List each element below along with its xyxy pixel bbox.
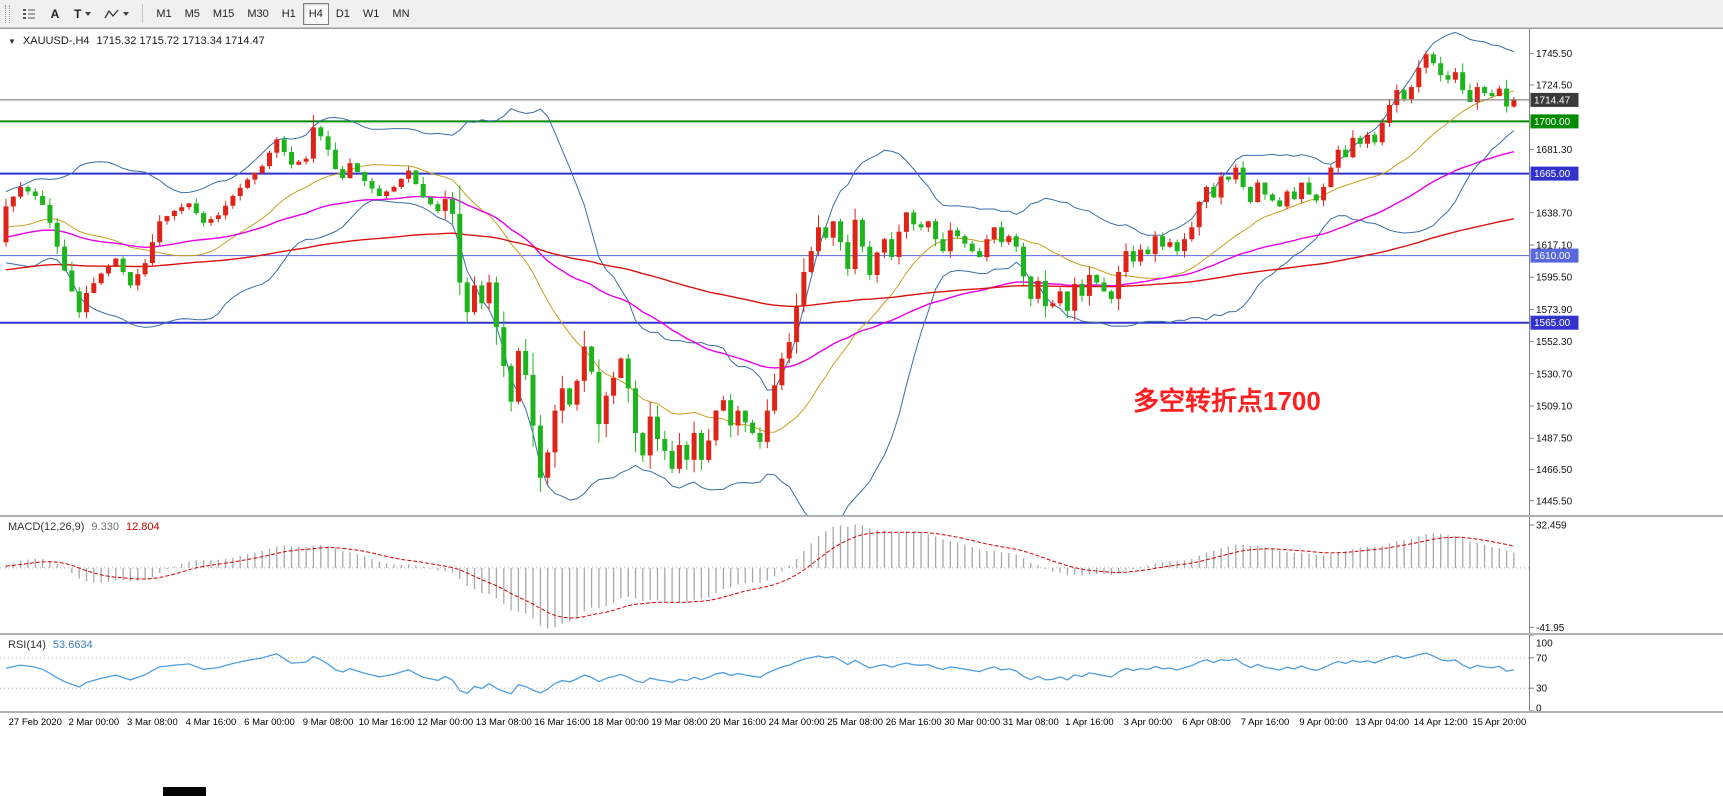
horizontal-level-lines[interactable] xyxy=(0,120,1530,324)
time-axis-label: 31 Mar 08:00 xyxy=(1002,717,1059,728)
time-axis-label: 13 Apr 04:00 xyxy=(1355,717,1410,728)
chart-window: 1745.50 1724.50 1681.30 1638.70 1617.10 1595.… xyxy=(0,28,1723,796)
rsi-value: 53.6634 xyxy=(52,639,93,651)
toolbar-grip[interactable] xyxy=(5,4,10,23)
timeframe-mn-button[interactable]: MN xyxy=(392,7,410,20)
toolbar-separator xyxy=(142,4,144,23)
time-axis-label: 9 Mar 08:00 xyxy=(302,717,354,728)
time-axis-label: 12 Mar 00:00 xyxy=(417,717,474,728)
time-axis[interactable]: 27 Feb 2020 2 Mar 00:00 3 Mar 08:00 4 Mar 1… xyxy=(0,711,1723,733)
chevron-down-icon xyxy=(123,11,130,16)
macd-signal-value: 12.804 xyxy=(125,521,160,533)
time-axis-label: 10 Mar 16:00 xyxy=(358,717,415,728)
svg-text:1445.50: 1445.50 xyxy=(1536,496,1573,507)
chevron-down-icon xyxy=(85,11,92,16)
macd-histogram xyxy=(5,524,1515,629)
polyline-tool-button[interactable] xyxy=(98,3,135,25)
chart-bar-button[interactable] xyxy=(16,3,42,25)
svg-text:30: 30 xyxy=(1536,684,1548,695)
time-axis-label: 19 Mar 08:00 xyxy=(651,717,708,728)
svg-text:1466.50: 1466.50 xyxy=(1536,465,1573,476)
chart-dropdown-button[interactable]: ▼ xyxy=(8,36,16,46)
svg-text:70: 70 xyxy=(1536,653,1548,664)
time-axis-label: 18 Mar 00:00 xyxy=(592,717,649,728)
timeframe-h1-button[interactable]: H1 xyxy=(281,7,296,20)
chart-bar-icon xyxy=(22,8,36,20)
time-axis-label: 20 Mar 16:00 xyxy=(710,717,766,728)
price-chart-panel[interactable]: 1745.50 1724.50 1681.30 1638.70 1617.10 1595.… xyxy=(0,29,1723,515)
time-axis-label: 26 Mar 16:00 xyxy=(885,717,942,728)
rsi-indicator-panel[interactable]: 100 70 30 0 RSI(14) 53.6634 xyxy=(0,633,1723,711)
time-axis-label: 9 Apr 00:00 xyxy=(1299,717,1348,728)
candlesticks xyxy=(3,50,1517,492)
rsi-line xyxy=(5,652,1515,695)
macd-signal-line xyxy=(5,531,1515,619)
timeframe-m1-button[interactable]: M1 xyxy=(156,7,172,20)
taskbar-fragment xyxy=(163,787,206,796)
rsi-label: RSI(14) xyxy=(8,639,46,651)
macd-value: 9.330 xyxy=(91,521,119,533)
time-axis-label: 24 Mar 00:00 xyxy=(768,717,825,728)
chart-symbol-period: XAUUSD-,H4 xyxy=(22,35,90,47)
svg-text:1552.30: 1552.30 xyxy=(1536,337,1573,348)
time-axis-label: 4 Mar 16:00 xyxy=(185,717,237,728)
timeframe-m30-button[interactable]: M30 xyxy=(247,7,269,20)
time-axis-label: 25 Mar 08:00 xyxy=(827,717,884,728)
time-axis-label: 3 Apr 00:00 xyxy=(1123,717,1173,728)
time-axis-label: 3 Mar 08:00 xyxy=(127,717,178,728)
svg-text:1724.50: 1724.50 xyxy=(1536,80,1573,91)
polyline-icon xyxy=(104,8,119,20)
macd-axis[interactable]: 32.459 -41.95 xyxy=(1529,517,1568,633)
rsi-axis[interactable]: 100 70 30 0 xyxy=(1529,635,1554,712)
moving-averages xyxy=(5,151,1515,369)
timeframe-w1-button[interactable]: W1 xyxy=(362,7,380,20)
svg-text:1565.00: 1565.00 xyxy=(1534,318,1571,329)
macd-header: MACD(12,26,9) 9.330 12.804 xyxy=(8,521,160,533)
svg-text:1714.47: 1714.47 xyxy=(1534,95,1571,106)
timeframe-h4-button[interactable]: H4 xyxy=(302,2,329,25)
svg-text:1573.90: 1573.90 xyxy=(1536,305,1573,316)
price-axis[interactable]: 1745.50 1724.50 1681.30 1638.70 1617.10 1595.… xyxy=(1529,29,1579,515)
svg-text:1638.70: 1638.70 xyxy=(1536,208,1573,219)
top-toolbar: A T M1 M5 M15 M30 H1 H4 D1 W1 MN xyxy=(0,0,1723,28)
text-tool-button[interactable]: T xyxy=(68,3,97,25)
svg-text:1487.50: 1487.50 xyxy=(1536,434,1573,445)
chart-ohlc-values: 1715.32 1715.72 1713.34 1714.47 xyxy=(96,35,265,47)
svg-text:1745.50: 1745.50 xyxy=(1536,49,1573,60)
time-axis-label: 30 Mar 00:00 xyxy=(944,717,1001,728)
svg-text:0: 0 xyxy=(1536,704,1542,712)
chart-annotation-text[interactable]: 多空转折点1700 xyxy=(1133,386,1321,416)
rsi-header: RSI(14) 53.6634 xyxy=(8,639,93,651)
time-axis-label: 14 Apr 12:00 xyxy=(1413,717,1468,728)
svg-text:1617.10: 1617.10 xyxy=(1536,241,1573,252)
time-axis-label: 15 Apr 20:00 xyxy=(1472,717,1527,728)
svg-text:1530.70: 1530.70 xyxy=(1536,369,1573,380)
timeframe-m5-button[interactable]: M5 xyxy=(184,7,200,20)
svg-text:1700.00: 1700.00 xyxy=(1534,117,1571,128)
svg-text:1595.50: 1595.50 xyxy=(1536,273,1573,284)
time-axis-label: 16 Mar 16:00 xyxy=(534,717,591,728)
time-axis-label: 13 Mar 08:00 xyxy=(475,717,532,728)
time-axis-label: 6 Mar 00:00 xyxy=(244,717,295,728)
time-axis-label: 27 Feb 2020 xyxy=(8,717,62,728)
macd-indicator-panel[interactable]: 32.459 -41.95 MACD(12,26,9) 9.330 12.804 xyxy=(0,515,1723,633)
svg-text:1665.00: 1665.00 xyxy=(1534,169,1571,180)
svg-text:1509.10: 1509.10 xyxy=(1536,402,1573,413)
svg-text:100: 100 xyxy=(1536,639,1553,650)
svg-text:1610.00: 1610.00 xyxy=(1534,251,1571,262)
timeframe-d1-button[interactable]: D1 xyxy=(335,7,350,20)
time-axis-label: 7 Apr 16:00 xyxy=(1240,717,1290,728)
time-axis-label: 2 Mar 00:00 xyxy=(68,717,120,728)
timeframe-m15-button[interactable]: M15 xyxy=(212,7,235,20)
macd-label: MACD(12,26,9) xyxy=(8,521,85,533)
label-tool-button[interactable]: A xyxy=(50,6,60,21)
svg-text:-41.95: -41.95 xyxy=(1536,623,1565,633)
time-axis-label: 1 Apr 16:00 xyxy=(1065,717,1114,728)
chart-ohlc-header: ▼ XAUUSD-,H4 1715.32 1715.72 1713.34 171… xyxy=(8,35,265,47)
svg-text:32.459: 32.459 xyxy=(1536,521,1567,532)
time-axis-label: 6 Apr 08:00 xyxy=(1182,717,1231,728)
svg-text:1681.30: 1681.30 xyxy=(1536,145,1573,156)
